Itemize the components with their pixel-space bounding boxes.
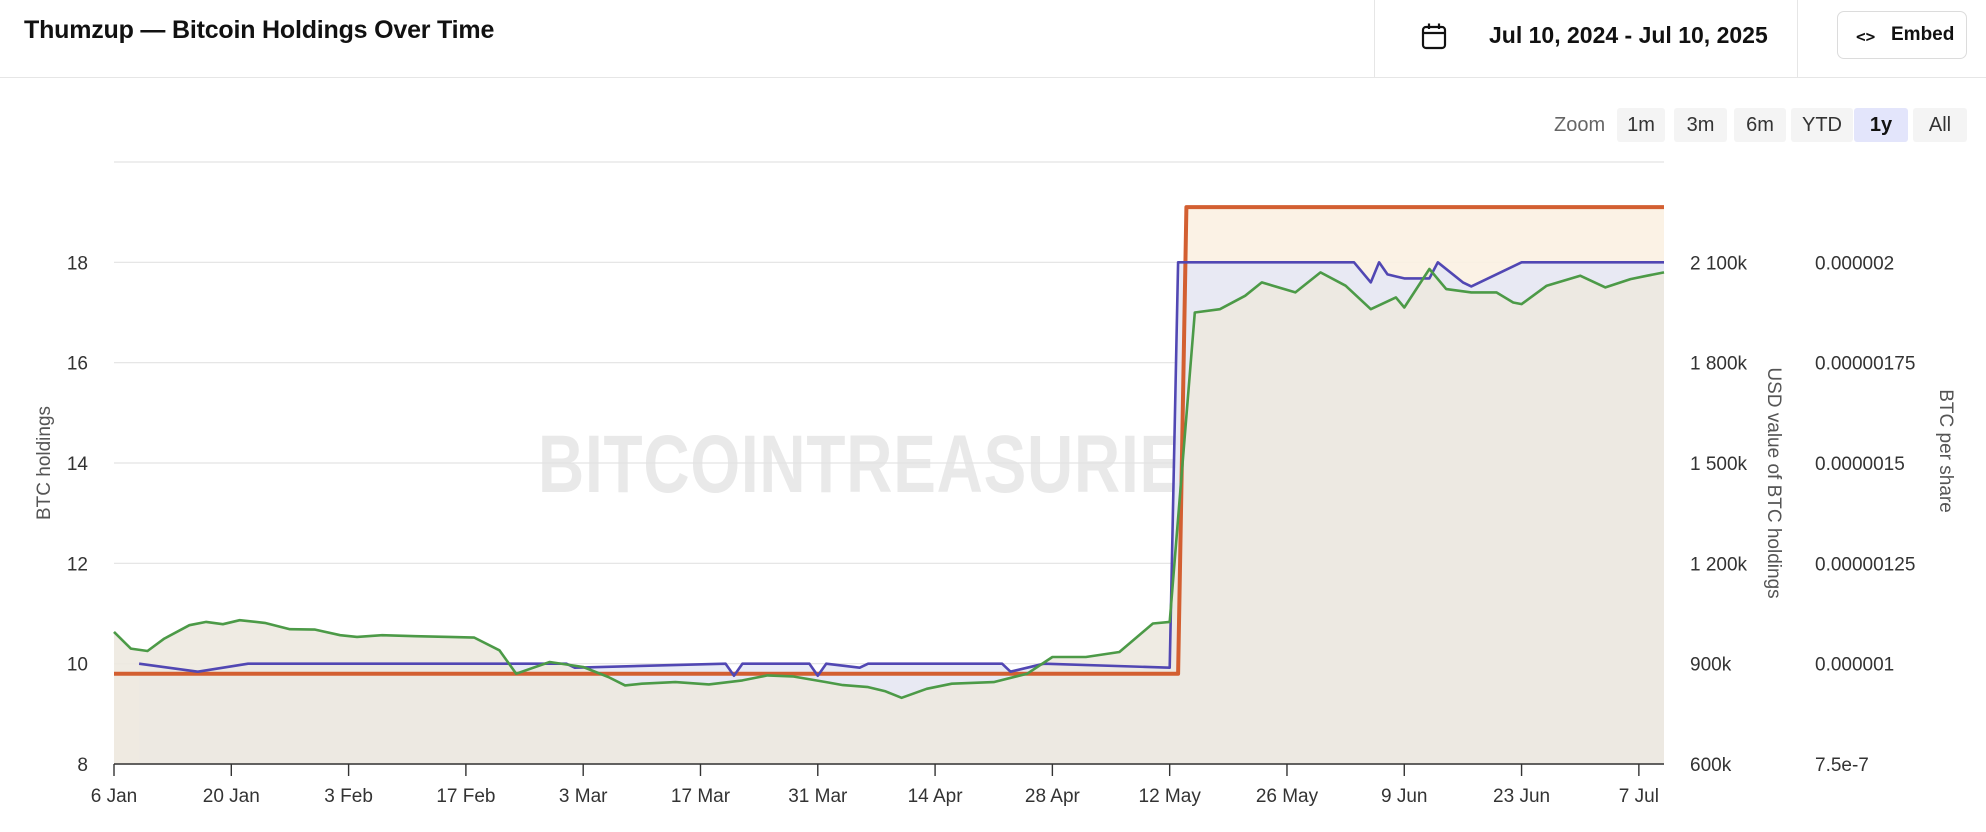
right1-tick-label: 900k xyxy=(1690,655,1732,676)
date-range-picker[interactable]: Jul 10, 2024 - Jul 10, 2025 xyxy=(1374,0,1798,78)
series-lines xyxy=(113,205,1665,700)
x-tick-label: 3 Mar xyxy=(559,786,608,807)
right2-axis-title: BTC per share xyxy=(1935,389,1956,513)
x-tick-label: 7 Jul xyxy=(1619,786,1659,807)
right2-tick-label: 7.5e-7 xyxy=(1815,755,1869,776)
right1-tick-label: 1 200k xyxy=(1690,554,1748,575)
x-tick-label: 20 Jan xyxy=(203,786,260,807)
x-tick-label: 14 Apr xyxy=(908,786,964,807)
embed-label: Embed xyxy=(1891,24,1955,45)
page-title: Thumzup — Bitcoin Holdings Over Time xyxy=(24,16,495,44)
x-tick-label: 17 Mar xyxy=(671,786,731,807)
btc-holdings-chart: 6 Jan 20 Jan 3 Feb 17 Feb 3 Mar 17 Mar 31 Mar 1… xyxy=(34,161,1956,807)
left-tick-label: 10 xyxy=(67,655,88,676)
date-range-text: Jul 10, 2024 - Jul 10, 2025 xyxy=(1489,22,1768,48)
left-tick-label: 12 xyxy=(67,554,88,575)
axes: 6 Jan 20 Jan 3 Feb 17 Feb 3 Mar 17 Mar 31 Mar 1… xyxy=(34,253,1956,807)
left-tick-label: 18 xyxy=(67,253,88,274)
zoom-label: Zoom xyxy=(1554,114,1606,136)
right1-tick-label: 1 800k xyxy=(1690,354,1748,375)
x-tick-label: 17 Feb xyxy=(436,786,495,807)
zoom-ytd-button[interactable]: YTD xyxy=(1791,108,1853,142)
code-icon: <> xyxy=(1856,27,1876,46)
right2-tick-label: 0.000002 xyxy=(1815,253,1894,274)
zoom-all-button[interactable]: All xyxy=(1913,108,1967,142)
header-bar: Thumzup — Bitcoin Holdings Over Time Jul… xyxy=(0,0,1986,78)
x-tick-label: 9 Jun xyxy=(1381,786,1427,807)
area-fills xyxy=(114,207,1665,765)
right2-tick-label: 0.00000125 xyxy=(1815,554,1915,575)
x-tick-label: 31 Mar xyxy=(788,786,848,807)
right1-tick-label: 1 500k xyxy=(1690,454,1748,475)
right2-tick-label: 0.00000175 xyxy=(1815,354,1915,375)
usd_value-area xyxy=(114,269,1664,764)
calendar-icon xyxy=(1421,23,1447,50)
embed-button[interactable]: <> Embed xyxy=(1837,11,1967,59)
right1-tick-label: 2 100k xyxy=(1690,253,1748,274)
x-tick-label: 6 Jan xyxy=(91,786,137,807)
left-tick-label: 8 xyxy=(77,755,88,776)
x-tick-label: 3 Feb xyxy=(324,786,373,807)
right1-tick-label: 600k xyxy=(1690,755,1732,776)
x-tick-label: 12 May xyxy=(1139,786,1202,807)
x-tick-label: 23 Jun xyxy=(1493,786,1550,807)
zoom-controls: Zoom 1m 3m 6m YTD 1y All xyxy=(1540,108,1970,142)
left-tick-label: 16 xyxy=(67,354,88,375)
zoom-1m-button[interactable]: 1m xyxy=(1617,108,1665,142)
usd_value-line xyxy=(113,267,1665,700)
btc_holdings-line xyxy=(114,205,1664,676)
x-tick-label: 26 May xyxy=(1256,786,1319,807)
zoom-3m-button[interactable]: 3m xyxy=(1674,108,1727,142)
zoom-6m-button[interactable]: 6m xyxy=(1734,108,1786,142)
btc_per_share-line xyxy=(138,261,1664,677)
right2-tick-label: 0.000001 xyxy=(1815,655,1894,676)
right2-tick-label: 0.0000015 xyxy=(1815,454,1905,475)
zoom-1y-button[interactable]: 1y xyxy=(1854,108,1908,142)
left-axis-title: BTC holdings xyxy=(34,406,55,520)
left-tick-label: 14 xyxy=(67,454,89,475)
x-tick-label: 28 Apr xyxy=(1025,786,1081,807)
right1-axis-title: USD value of BTC holdings xyxy=(1763,367,1784,598)
